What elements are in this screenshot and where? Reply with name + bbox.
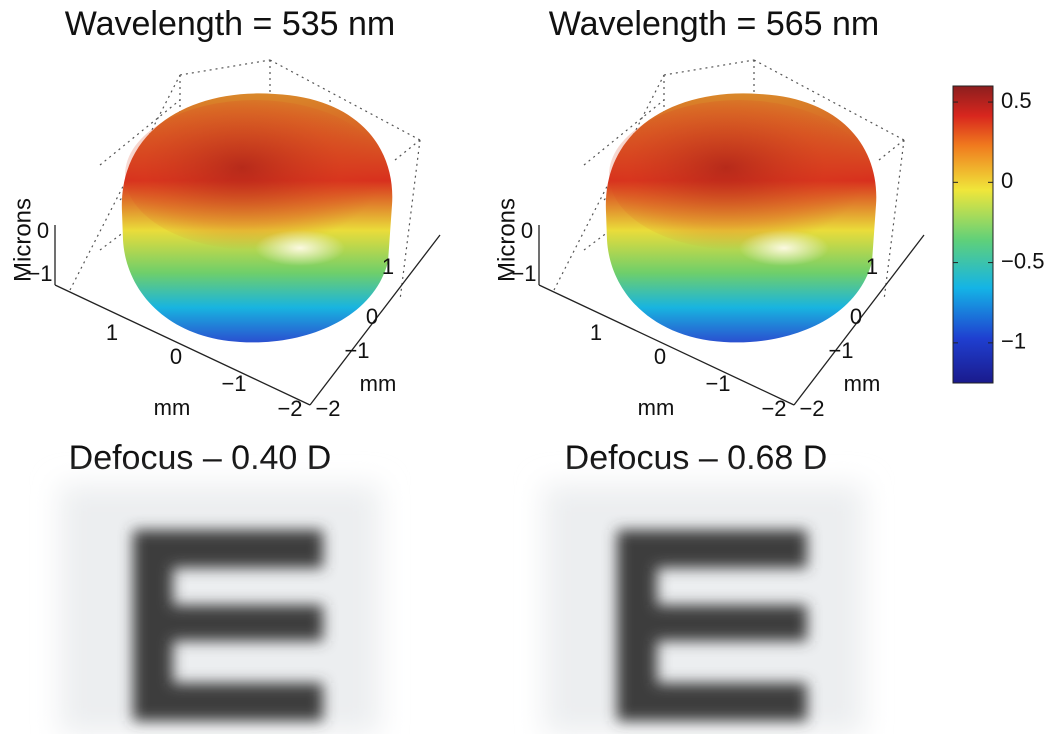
axis-line (538, 284, 795, 406)
y-tick-label: 0 (850, 304, 862, 329)
y-tick-label: 0 (366, 304, 378, 329)
z-tick-label: −1 (511, 261, 536, 286)
axis-box-line (269, 59, 421, 141)
axis-box-line (663, 59, 755, 76)
x-tick-label: 0 (654, 344, 666, 369)
axis-line (793, 234, 925, 406)
y-tick-label: −1 (828, 338, 853, 363)
surface-highlight (255, 230, 345, 266)
x-tick-label: 0 (170, 344, 182, 369)
z-axis-label: Microns (9, 198, 36, 282)
y-tick-label: −2 (799, 396, 824, 421)
blurred-letter-e (133, 530, 323, 721)
colorbar (952, 85, 994, 384)
z-tick-label: 0 (521, 218, 533, 243)
axis-box-line (99, 99, 181, 166)
axis-line (309, 234, 441, 406)
colorbar-tick-label: 0.5 (1001, 88, 1032, 113)
letter-stroke (133, 605, 323, 641)
defocus-caption: Defocus – 0.40 D (69, 439, 332, 477)
axis-box-line (753, 59, 905, 141)
axis-box-line (583, 99, 665, 166)
x-tick-label: 1 (590, 320, 602, 345)
y-tick-label: −2 (315, 396, 340, 421)
letter-stroke (133, 530, 323, 568)
y-axis-label: mm (844, 371, 881, 396)
y-tick-label: −1 (344, 338, 369, 363)
axis-box-line (179, 59, 271, 76)
x-axis-label: mm (154, 395, 191, 420)
surface-highlight (739, 230, 829, 266)
z-tick-label: 0 (37, 218, 49, 243)
x-tick-label: −1 (705, 371, 730, 396)
colorbar-tick-label: 0 (1001, 168, 1013, 193)
colorbar-tick-label: −0.5 (1001, 248, 1044, 273)
axis-box-line (883, 139, 905, 301)
z-tick-label: −1 (27, 261, 52, 286)
y-axis-label: mm (360, 371, 397, 396)
colorbar-tick-label: −1 (1001, 329, 1026, 354)
x-tick-label: −1 (221, 371, 246, 396)
y-tick-label: 1 (382, 254, 394, 279)
letter-stroke (617, 683, 807, 721)
blurred-letter-e (617, 530, 807, 721)
letter-stroke (617, 605, 807, 641)
x-tick-label: 1 (106, 320, 118, 345)
panel-title: Wavelength = 565 nm (549, 5, 879, 43)
axis-box-line (394, 139, 421, 161)
x-tick-label: −2 (277, 396, 302, 421)
surface-top (125, 100, 385, 250)
defocus-caption: Defocus – 0.68 D (565, 439, 828, 477)
z-axis-label: Microns (493, 198, 520, 282)
y-tick-label: 1 (866, 254, 878, 279)
axis-line (54, 284, 311, 406)
x-axis-label: mm (638, 395, 675, 420)
axis-box-line (399, 139, 421, 301)
axis-box-line (878, 139, 905, 161)
letter-stroke (133, 683, 323, 721)
panel-title: Wavelength = 535 nm (65, 5, 395, 43)
letter-stroke (617, 530, 807, 568)
x-tick-label: −2 (761, 396, 786, 421)
surface-top (609, 100, 869, 250)
